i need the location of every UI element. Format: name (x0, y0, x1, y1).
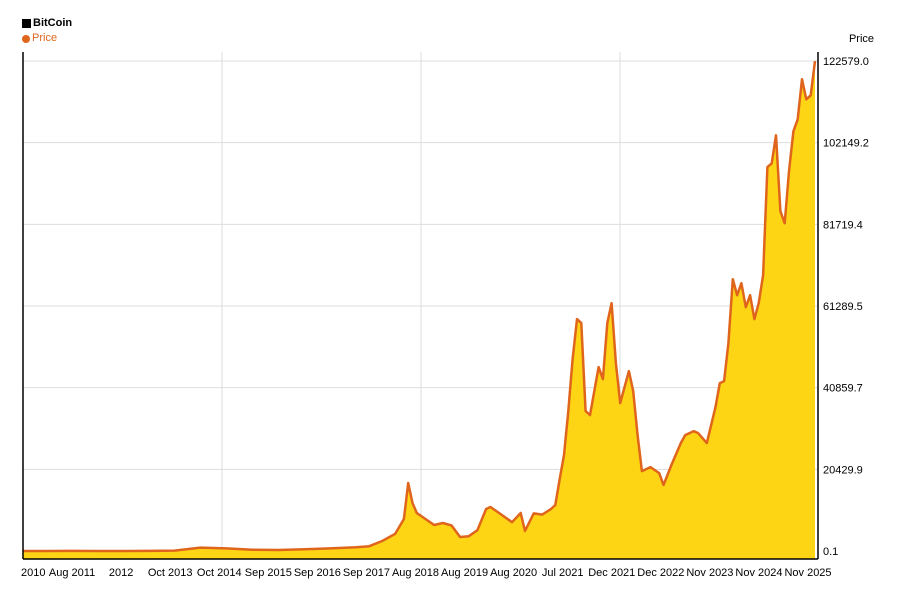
y-tick-labels: 0.1 20429.9 40859.7 61289.5 81719.4 102149.2 1… (823, 56, 869, 558)
x-tick-label: Dec 2021 (588, 567, 635, 579)
legend-series-label: Price (32, 32, 58, 44)
legend-item-title: BitCoin (22, 16, 72, 31)
x-tick-label: 2012 (109, 567, 133, 579)
x-tick-label: Sep 2015 (245, 567, 292, 579)
y-tick-label: 122579.0 (823, 56, 869, 68)
x-tick-label: Sep 2017 (343, 567, 390, 579)
grid (23, 52, 818, 559)
legend-item-price: Price (22, 31, 72, 46)
x-tick-label: Nov 2024 (735, 567, 782, 579)
y-tick-label: 102149.2 (823, 138, 869, 150)
x-tick-label: 2010 (21, 567, 45, 579)
y-tick-label: 20429.9 (823, 464, 863, 476)
y-tick-label: 0.1 (823, 546, 838, 558)
x-tick-label: Oct 2013 (148, 567, 193, 579)
x-tick-label: Nov 2025 (784, 567, 831, 579)
y-tick-label: 81719.4 (823, 219, 863, 231)
y-tick-label: 61289.5 (823, 301, 863, 313)
chart-title: BitCoin (33, 17, 73, 29)
x-tick-label: Dec 2022 (637, 567, 684, 579)
x-tick-label: Aug 2020 (490, 567, 537, 579)
x-tick-label: Sep 2016 (294, 567, 341, 579)
area-layer (23, 60, 817, 559)
legend: BitCoin Price (22, 16, 72, 46)
x-tick-labels: 2010 Aug 2011 2012 Oct 2013 Oct 2014 Sep 2015… (21, 567, 832, 579)
x-tick-label: Aug 2018 (392, 567, 439, 579)
x-tick-label: Oct 2014 (197, 567, 242, 579)
price-area (23, 61, 815, 559)
legend-square-icon (22, 19, 31, 28)
x-tick-label: Aug 2019 (441, 567, 488, 579)
price-line (23, 60, 817, 553)
x-tick-label: Nov 2023 (686, 567, 733, 579)
x-tick-label: Jul 2021 (542, 567, 584, 579)
y-axis-label: Price (848, 33, 874, 45)
x-tick-label: Aug 2011 (49, 567, 95, 579)
y-tick-label: 40859.7 (823, 383, 863, 395)
axes (22, 52, 819, 560)
legend-dot-icon (22, 34, 30, 43)
